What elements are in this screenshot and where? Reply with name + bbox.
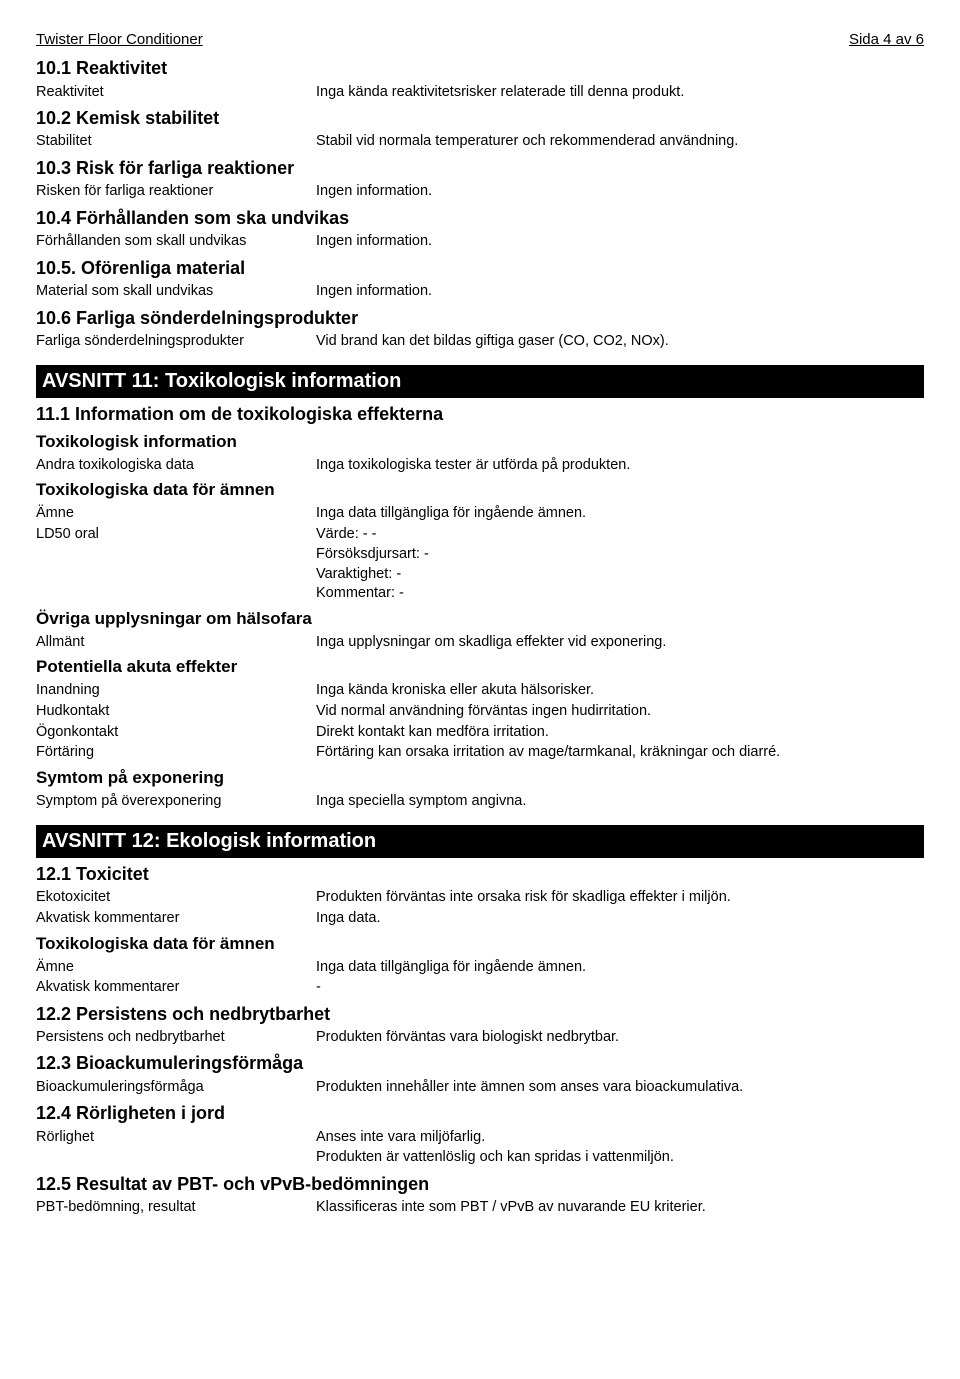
section-10-5-title: 10.5. Oförenliga material [36, 256, 924, 280]
stability-value: Stabil vid normala temperaturer och reko… [316, 132, 924, 152]
decomposition-products-row: Farliga sönderdelningsprodukter Vid bran… [36, 332, 924, 352]
ld50-value: Värde: - - [316, 525, 924, 545]
aquatic-comments-row-2: Akvatisk kommentarer - [36, 978, 924, 998]
other-health-hazard-subtitle: Övriga upplysningar om hälsofara [36, 608, 924, 631]
section-12-5-title: 12.5 Resultat av PBT- och vPvB-bedömning… [36, 1172, 924, 1196]
aquatic-comments-label-1: Akvatisk kommentarer [36, 909, 316, 929]
aquatic-comments-value-1: Inga data. [316, 909, 924, 929]
other-tox-data-value: Inga toxikologiska tester är utförda på … [316, 456, 924, 476]
eye-contact-value: Direkt kontakt kan medföra irritation. [316, 723, 924, 743]
reactivity-row: Reaktivitet Inga kända reaktivitetsriske… [36, 83, 924, 103]
aquatic-comments-value-2: - [316, 978, 924, 998]
skin-contact-row: Hudkontakt Vid normal användning förvänt… [36, 702, 924, 722]
substance-value-2: Inga data tillgängliga för ingående ämne… [316, 958, 924, 978]
section-12-4-title: 12.4 Rörligheten i jord [36, 1101, 924, 1125]
tox-data-substances-subtitle-2: Toxikologiska data för ämnen [36, 933, 924, 956]
ingestion-value: Förtäring kan orsaka irritation av mage/… [316, 743, 924, 763]
persistence-label: Persistens och nedbrytbarhet [36, 1028, 316, 1048]
ld50-label: LD50 oral [36, 525, 316, 545]
inhalation-value: Inga kända kroniska eller akuta hälsoris… [316, 681, 924, 701]
tox-info-subtitle: Toxikologisk information [36, 431, 924, 454]
stability-row: Stabilitet Stabil vid normala temperatur… [36, 132, 924, 152]
ingestion-row: Förtäring Förtäring kan orsaka irritatio… [36, 743, 924, 763]
aquatic-comments-label-2: Akvatisk kommentarer [36, 978, 316, 998]
persistence-value: Produkten förväntas vara biologiskt nedb… [316, 1028, 924, 1048]
section-10-3-title: 10.3 Risk för farliga reaktioner [36, 156, 924, 180]
hazardous-reactions-label: Risken för farliga reaktioner [36, 182, 316, 202]
ecotoxicity-label: Ekotoxicitet [36, 888, 316, 908]
mobility-value: Anses inte vara miljöfarlig. [316, 1128, 924, 1148]
mobility-value-2: Produkten är vattenlöslig och kan sprida… [316, 1148, 924, 1168]
ecotoxicity-value: Produkten förväntas inte orsaka risk för… [316, 888, 924, 908]
overexposure-symptom-row: Symptom på överexponering Inga speciella… [36, 792, 924, 812]
stability-label: Stabilitet [36, 132, 316, 152]
substance-label-2: Ämne [36, 958, 316, 978]
ecotoxicity-row: Ekotoxicitet Produkten förväntas inte or… [36, 888, 924, 908]
section-11-1-title: 11.1 Information om de toxikologiska eff… [36, 402, 924, 426]
overexposure-symptom-label: Symptom på överexponering [36, 792, 316, 812]
section-12-3-title: 12.3 Bioackumuleringsförmåga [36, 1051, 924, 1075]
ld50-species: Försöksdjursart: - [316, 545, 924, 565]
conditions-avoid-label: Förhållanden som skall undvikas [36, 232, 316, 252]
ld50-comment: Kommentar: - [316, 584, 924, 604]
ld50-duration: Varaktighet: - [316, 565, 924, 585]
general-label: Allmänt [36, 633, 316, 653]
section-10-2-title: 10.2 Kemisk stabilitet [36, 106, 924, 130]
tox-data-substances-subtitle: Toxikologiska data för ämnen [36, 479, 924, 502]
other-tox-data-label: Andra toxikologiska data [36, 456, 316, 476]
section-12-banner: AVSNITT 12: Ekologisk information [36, 825, 924, 858]
inhalation-label: Inandning [36, 681, 316, 701]
bioaccumulation-row: Bioackumuleringsförmåga Produkten innehå… [36, 1078, 924, 1098]
mobility-row: Rörlighet Anses inte vara miljöfarlig. [36, 1128, 924, 1148]
exposure-symptoms-subtitle: Symtom på exponering [36, 767, 924, 790]
conditions-avoid-row: Förhållanden som skall undvikas Ingen in… [36, 232, 924, 252]
section-10-1-title: 10.1 Reaktivitet [36, 56, 924, 80]
incompatible-materials-label: Material som skall undvikas [36, 282, 316, 302]
section-12-1-title: 12.1 Toxicitet [36, 862, 924, 886]
aquatic-comments-row-1: Akvatisk kommentarer Inga data. [36, 909, 924, 929]
section-10-6-title: 10.6 Farliga sönderdelningsprodukter [36, 306, 924, 330]
incompatible-materials-row: Material som skall undvikas Ingen inform… [36, 282, 924, 302]
general-row: Allmänt Inga upplysningar om skadliga ef… [36, 633, 924, 653]
section-10-4-title: 10.4 Förhållanden som ska undvikas [36, 206, 924, 230]
skin-contact-label: Hudkontakt [36, 702, 316, 722]
reactivity-value: Inga kända reaktivitetsrisker relaterade… [316, 83, 924, 103]
substance-value: Inga data tillgängliga för ingående ämne… [316, 504, 924, 524]
bioaccumulation-label: Bioackumuleringsförmåga [36, 1078, 316, 1098]
hazardous-reactions-row: Risken för farliga reaktioner Ingen info… [36, 182, 924, 202]
eye-contact-row: Ögonkontakt Direkt kontakt kan medföra i… [36, 723, 924, 743]
overexposure-symptom-value: Inga speciella symptom angivna. [316, 792, 924, 812]
product-name: Twister Floor Conditioner [36, 30, 203, 50]
ingestion-label: Förtäring [36, 743, 316, 763]
pbt-assessment-value: Klassificeras inte som PBT / vPvB av nuv… [316, 1198, 924, 1218]
section-12-2-title: 12.2 Persistens och nedbrytbarhet [36, 1002, 924, 1026]
potential-acute-effects-subtitle: Potentiella akuta effekter [36, 656, 924, 679]
substance-row: Ämne Inga data tillgängliga för ingående… [36, 504, 924, 524]
persistence-row: Persistens och nedbrytbarhet Produkten f… [36, 1028, 924, 1048]
page-number: Sida 4 av 6 [849, 30, 924, 50]
general-value: Inga upplysningar om skadliga effekter v… [316, 633, 924, 653]
eye-contact-label: Ögonkontakt [36, 723, 316, 743]
other-tox-data-row: Andra toxikologiska data Inga toxikologi… [36, 456, 924, 476]
decomposition-products-value: Vid brand kan det bildas giftiga gaser (… [316, 332, 924, 352]
pbt-assessment-label: PBT-bedömning, resultat [36, 1198, 316, 1218]
pbt-assessment-row: PBT-bedömning, resultat Klassificeras in… [36, 1198, 924, 1218]
bioaccumulation-value: Produkten innehåller inte ämnen som anse… [316, 1078, 924, 1098]
substance-label: Ämne [36, 504, 316, 524]
page-header: Twister Floor Conditioner Sida 4 av 6 [36, 30, 924, 50]
reactivity-label: Reaktivitet [36, 83, 316, 103]
decomposition-products-label: Farliga sönderdelningsprodukter [36, 332, 316, 352]
conditions-avoid-value: Ingen information. [316, 232, 924, 252]
section-11-banner: AVSNITT 11: Toxikologisk information [36, 365, 924, 398]
substance-row-2: Ämne Inga data tillgängliga för ingående… [36, 958, 924, 978]
skin-contact-value: Vid normal användning förväntas ingen hu… [316, 702, 924, 722]
incompatible-materials-value: Ingen information. [316, 282, 924, 302]
inhalation-row: Inandning Inga kända kroniska eller akut… [36, 681, 924, 701]
ld50-row: LD50 oral Värde: - - [36, 525, 924, 545]
hazardous-reactions-value: Ingen information. [316, 182, 924, 202]
mobility-label: Rörlighet [36, 1128, 316, 1148]
